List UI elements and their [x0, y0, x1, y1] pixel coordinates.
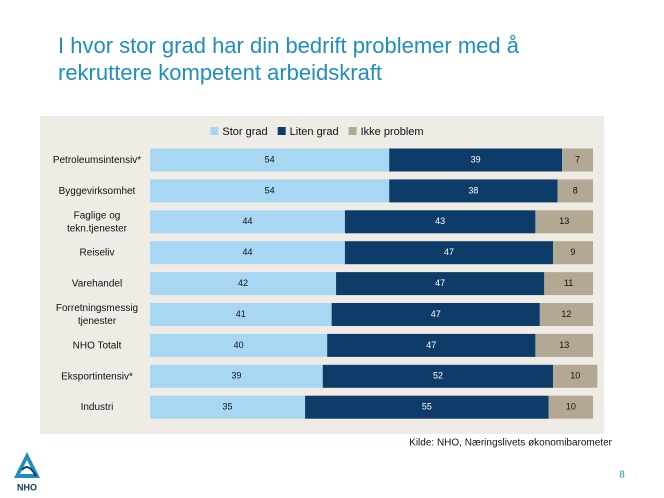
- category-label: Eksportintensiv*: [61, 371, 133, 382]
- category-label: NHO Totalt: [73, 340, 122, 351]
- logo-text: NHO: [17, 482, 37, 492]
- bar-segment: [561, 148, 593, 172]
- bar-segment: [331, 303, 540, 326]
- value-label: 35: [223, 402, 233, 412]
- value-label: 39: [471, 154, 481, 164]
- category-label: Varehandel: [72, 278, 122, 289]
- bar-segment: [389, 179, 558, 203]
- value-label: 38: [468, 185, 478, 195]
- legend-label: Ikke problem: [361, 126, 424, 138]
- bar-segment: [535, 333, 593, 357]
- bar-segment: [150, 241, 345, 265]
- legend-label: Liten grad: [290, 126, 339, 138]
- value-label: 52: [433, 371, 443, 381]
- value-label: 9: [571, 247, 576, 257]
- bar-segment: [322, 364, 554, 388]
- bar-segment: [548, 395, 593, 419]
- bar-segment: [557, 179, 593, 203]
- bar-segment: [150, 148, 390, 172]
- bar-segment: [544, 272, 593, 296]
- value-label: 54: [265, 154, 275, 164]
- bar-segment: [150, 179, 390, 203]
- value-label: 13: [559, 216, 569, 226]
- value-label: 10: [566, 402, 576, 412]
- value-label: 54: [265, 185, 275, 195]
- bar-segment: [327, 333, 536, 357]
- value-label: 11: [564, 278, 573, 288]
- category-label: Reiseliv: [79, 247, 114, 258]
- value-label: 55: [422, 402, 432, 412]
- category-label: Faglige og tekn.tjenester: [67, 210, 128, 234]
- bar-segment: [305, 395, 549, 419]
- source: Kilde: NHO, Næringslivets økonomibaromet…: [409, 438, 613, 449]
- bar-segment: [150, 272, 337, 296]
- legend-label: Stor grad: [222, 126, 267, 138]
- bar-segment: [150, 395, 306, 419]
- bar-segment: [344, 210, 536, 234]
- bar-segment: [553, 364, 598, 388]
- value-label: 47: [431, 309, 441, 319]
- category-label: Industri: [81, 402, 114, 413]
- bar-segment: [344, 241, 554, 265]
- bar-segment: [150, 364, 323, 388]
- value-label: 12: [561, 309, 571, 319]
- bar-segment: [539, 303, 593, 326]
- value-label: 42: [238, 278, 248, 288]
- bar-segment: [336, 272, 545, 296]
- title-box: I hvor stor grad har din bedrift problem…: [58, 33, 520, 85]
- slide-title: I hvor stor grad har din bedrift problem…: [58, 33, 520, 85]
- category-label: Byggevirksomhet: [59, 186, 136, 197]
- category-label: Forretningsmessig tjenester: [56, 303, 138, 327]
- category-label: Petroleumsintensiv*: [53, 155, 141, 166]
- value-label: 44: [242, 247, 252, 257]
- logo-swoosh: [21, 466, 37, 477]
- value-label: 8: [573, 185, 578, 195]
- bar-segment: [553, 241, 593, 265]
- bar-segment: [150, 210, 345, 234]
- value-label: 43: [435, 216, 445, 226]
- legend-swatch: [210, 127, 219, 135]
- value-label: 47: [444, 247, 454, 257]
- value-label: 44: [242, 216, 252, 226]
- value-label: 10: [570, 371, 580, 381]
- bar-segment: [535, 210, 593, 234]
- bar-segment: [389, 148, 562, 172]
- plot: Stor grad Liten grad Ikke problem Petroleum…: [53, 126, 598, 419]
- page-number: 8: [619, 470, 625, 481]
- legend-swatch: [348, 127, 357, 135]
- bar-segment: [150, 303, 332, 326]
- value-label: 47: [435, 278, 445, 288]
- value-label: 13: [559, 340, 569, 350]
- logo: NHO: [14, 452, 40, 492]
- value-label: 41: [236, 309, 246, 319]
- value-label: 40: [234, 340, 244, 350]
- value-label: 7: [575, 154, 580, 164]
- value-label: 47: [426, 340, 436, 350]
- legend-swatch: [277, 127, 286, 135]
- bar-segment: [150, 333, 328, 357]
- value-label: 39: [231, 371, 241, 381]
